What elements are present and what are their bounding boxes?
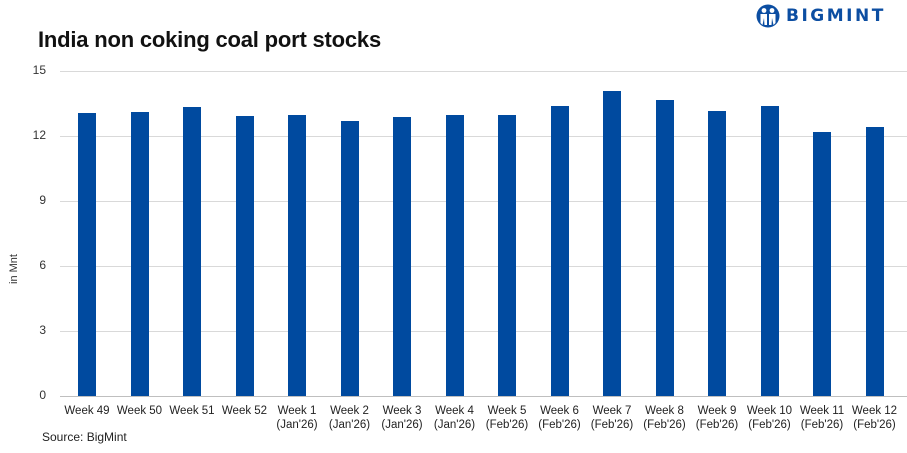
logo-text: BIGMINT (786, 6, 886, 26)
bar (655, 100, 674, 396)
x-tick-label: Week 11 (Feb'26) (799, 405, 845, 431)
x-tick-label: Week 8 (Feb'26) (643, 405, 686, 431)
bar (78, 113, 96, 396)
x-tick-label: Week 7 (Feb'26) (590, 405, 634, 431)
gridline (60, 331, 907, 332)
bar (813, 132, 831, 396)
x-tick-label: Week 12 (Feb'26) (851, 405, 898, 431)
bigmint-logo: BIGMINT (756, 3, 886, 29)
bar (340, 121, 359, 396)
bar (708, 111, 726, 396)
bar (603, 90, 621, 396)
y-tick-label: 3 (39, 323, 46, 337)
bar (183, 107, 201, 396)
x-tick-label: Week 3 (Jan'26) (381, 405, 423, 431)
x-tick-label: Week 2 (Jan'26) (328, 405, 371, 431)
y-tick-label: 15 (32, 63, 46, 77)
x-tick-label: Week 49 (64, 405, 110, 417)
y-tick-label: 12 (32, 128, 46, 142)
x-tick-label: Week 9 (Feb'26) (695, 405, 739, 431)
bar (393, 117, 411, 396)
x-tick-label: Week 10 (Feb'26) (746, 405, 793, 431)
bar (865, 127, 884, 396)
gridline (60, 201, 907, 202)
bar (445, 114, 464, 396)
bar (130, 112, 149, 396)
bar (288, 114, 306, 396)
x-tick-label: Week 6 (Feb'26) (538, 405, 581, 431)
x-tick-label: Week 1 (Jan'26) (276, 405, 318, 431)
bigmint-logo-icon (756, 4, 780, 28)
y-tick-label: 0 (39, 388, 46, 402)
x-tick-label: Week 51 (169, 405, 215, 417)
gridline (60, 136, 907, 137)
x-tick-label: Week 5 (Feb'26) (485, 405, 529, 431)
y-tick-label: 9 (39, 193, 46, 207)
bar-chart-plot-area: 0 3 6 9 12 15 Week 49 Week 50 Week 51 Week 52 Week… (33, 63, 907, 431)
y-tick-label: 6 (39, 258, 46, 272)
x-tick-label: Week 50 (116, 405, 163, 417)
x-tick-label: Week 4 (Jan'26) (433, 405, 476, 431)
gridline (60, 266, 907, 267)
bar (235, 115, 254, 396)
x-tick-label: Week 52 (221, 405, 268, 417)
bar (550, 106, 569, 396)
bar (760, 106, 779, 396)
bar (498, 114, 516, 396)
gridline (60, 396, 907, 397)
source-note: Source: BigMint (42, 430, 127, 444)
chart-title: India non coking coal port stocks (38, 27, 382, 52)
gridline (60, 71, 907, 72)
